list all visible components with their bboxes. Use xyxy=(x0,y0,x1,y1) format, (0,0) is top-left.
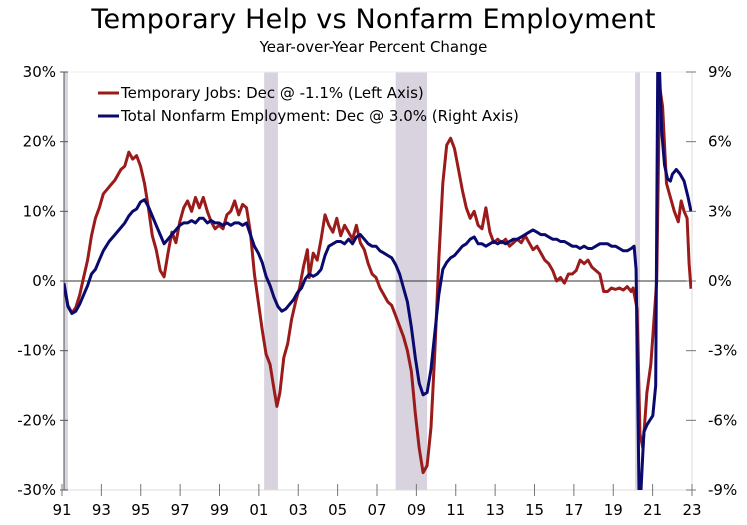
right-axis-label: 3% xyxy=(708,202,732,220)
right-axis-label: 9% xyxy=(708,63,732,81)
x-axis-label: 09 xyxy=(407,501,426,519)
x-axis-label: 03 xyxy=(289,501,308,519)
x-axis-label: 95 xyxy=(131,501,150,519)
data-series xyxy=(64,72,692,490)
temp-jobs-line xyxy=(64,84,692,475)
x-axis-label: 99 xyxy=(210,501,229,519)
left-axis-label: -30% xyxy=(17,481,56,499)
x-axis-label: 15 xyxy=(525,501,544,519)
axes: 30% 20% 10% 0% -10% -20% -30% 9% 6% 3% 0% -3% -6% -9%… xyxy=(17,63,737,519)
x-axis-label: 21 xyxy=(643,501,662,519)
x-axis-label: 07 xyxy=(367,501,386,519)
right-axis-label: -6% xyxy=(708,411,737,429)
right-axis-label: 6% xyxy=(708,133,732,151)
chart-title: Temporary Help vs Nonfarm Employment xyxy=(91,4,656,35)
x-axis-label: 11 xyxy=(446,501,465,519)
x-axis-label: 01 xyxy=(249,501,268,519)
x-axis-label: 13 xyxy=(486,501,505,519)
right-axis-label: 0% xyxy=(708,272,732,290)
x-axis-label: 05 xyxy=(328,501,347,519)
x-axis-label: 97 xyxy=(171,501,190,519)
left-axis-label: 10% xyxy=(23,202,56,220)
left-axis-label: -20% xyxy=(17,411,56,429)
x-axis-label: 19 xyxy=(604,501,623,519)
legend: Temporary Jobs: Dec @ -1.1% (Left Axis) … xyxy=(98,84,519,125)
legend-label-nonfarm: Total Nonfarm Employment: Dec @ 3.0% (Ri… xyxy=(120,107,519,125)
nonfarm-line xyxy=(64,72,692,490)
left-axis-label: 20% xyxy=(23,133,56,151)
left-axis-label: 0% xyxy=(32,272,56,290)
left-axis-label: -10% xyxy=(17,342,56,360)
right-axis-label: -9% xyxy=(708,481,737,499)
right-axis-label: -3% xyxy=(708,342,737,360)
x-axis-label: 91 xyxy=(52,501,71,519)
x-axis-label: 23 xyxy=(682,501,701,519)
chart-subtitle: Year-over-Year Percent Change xyxy=(259,38,488,56)
left-axis-label: 30% xyxy=(23,63,56,81)
x-axis-label: 93 xyxy=(92,501,111,519)
x-axis-label: 17 xyxy=(564,501,583,519)
legend-label-temp: Temporary Jobs: Dec @ -1.1% (Left Axis) xyxy=(120,84,424,102)
